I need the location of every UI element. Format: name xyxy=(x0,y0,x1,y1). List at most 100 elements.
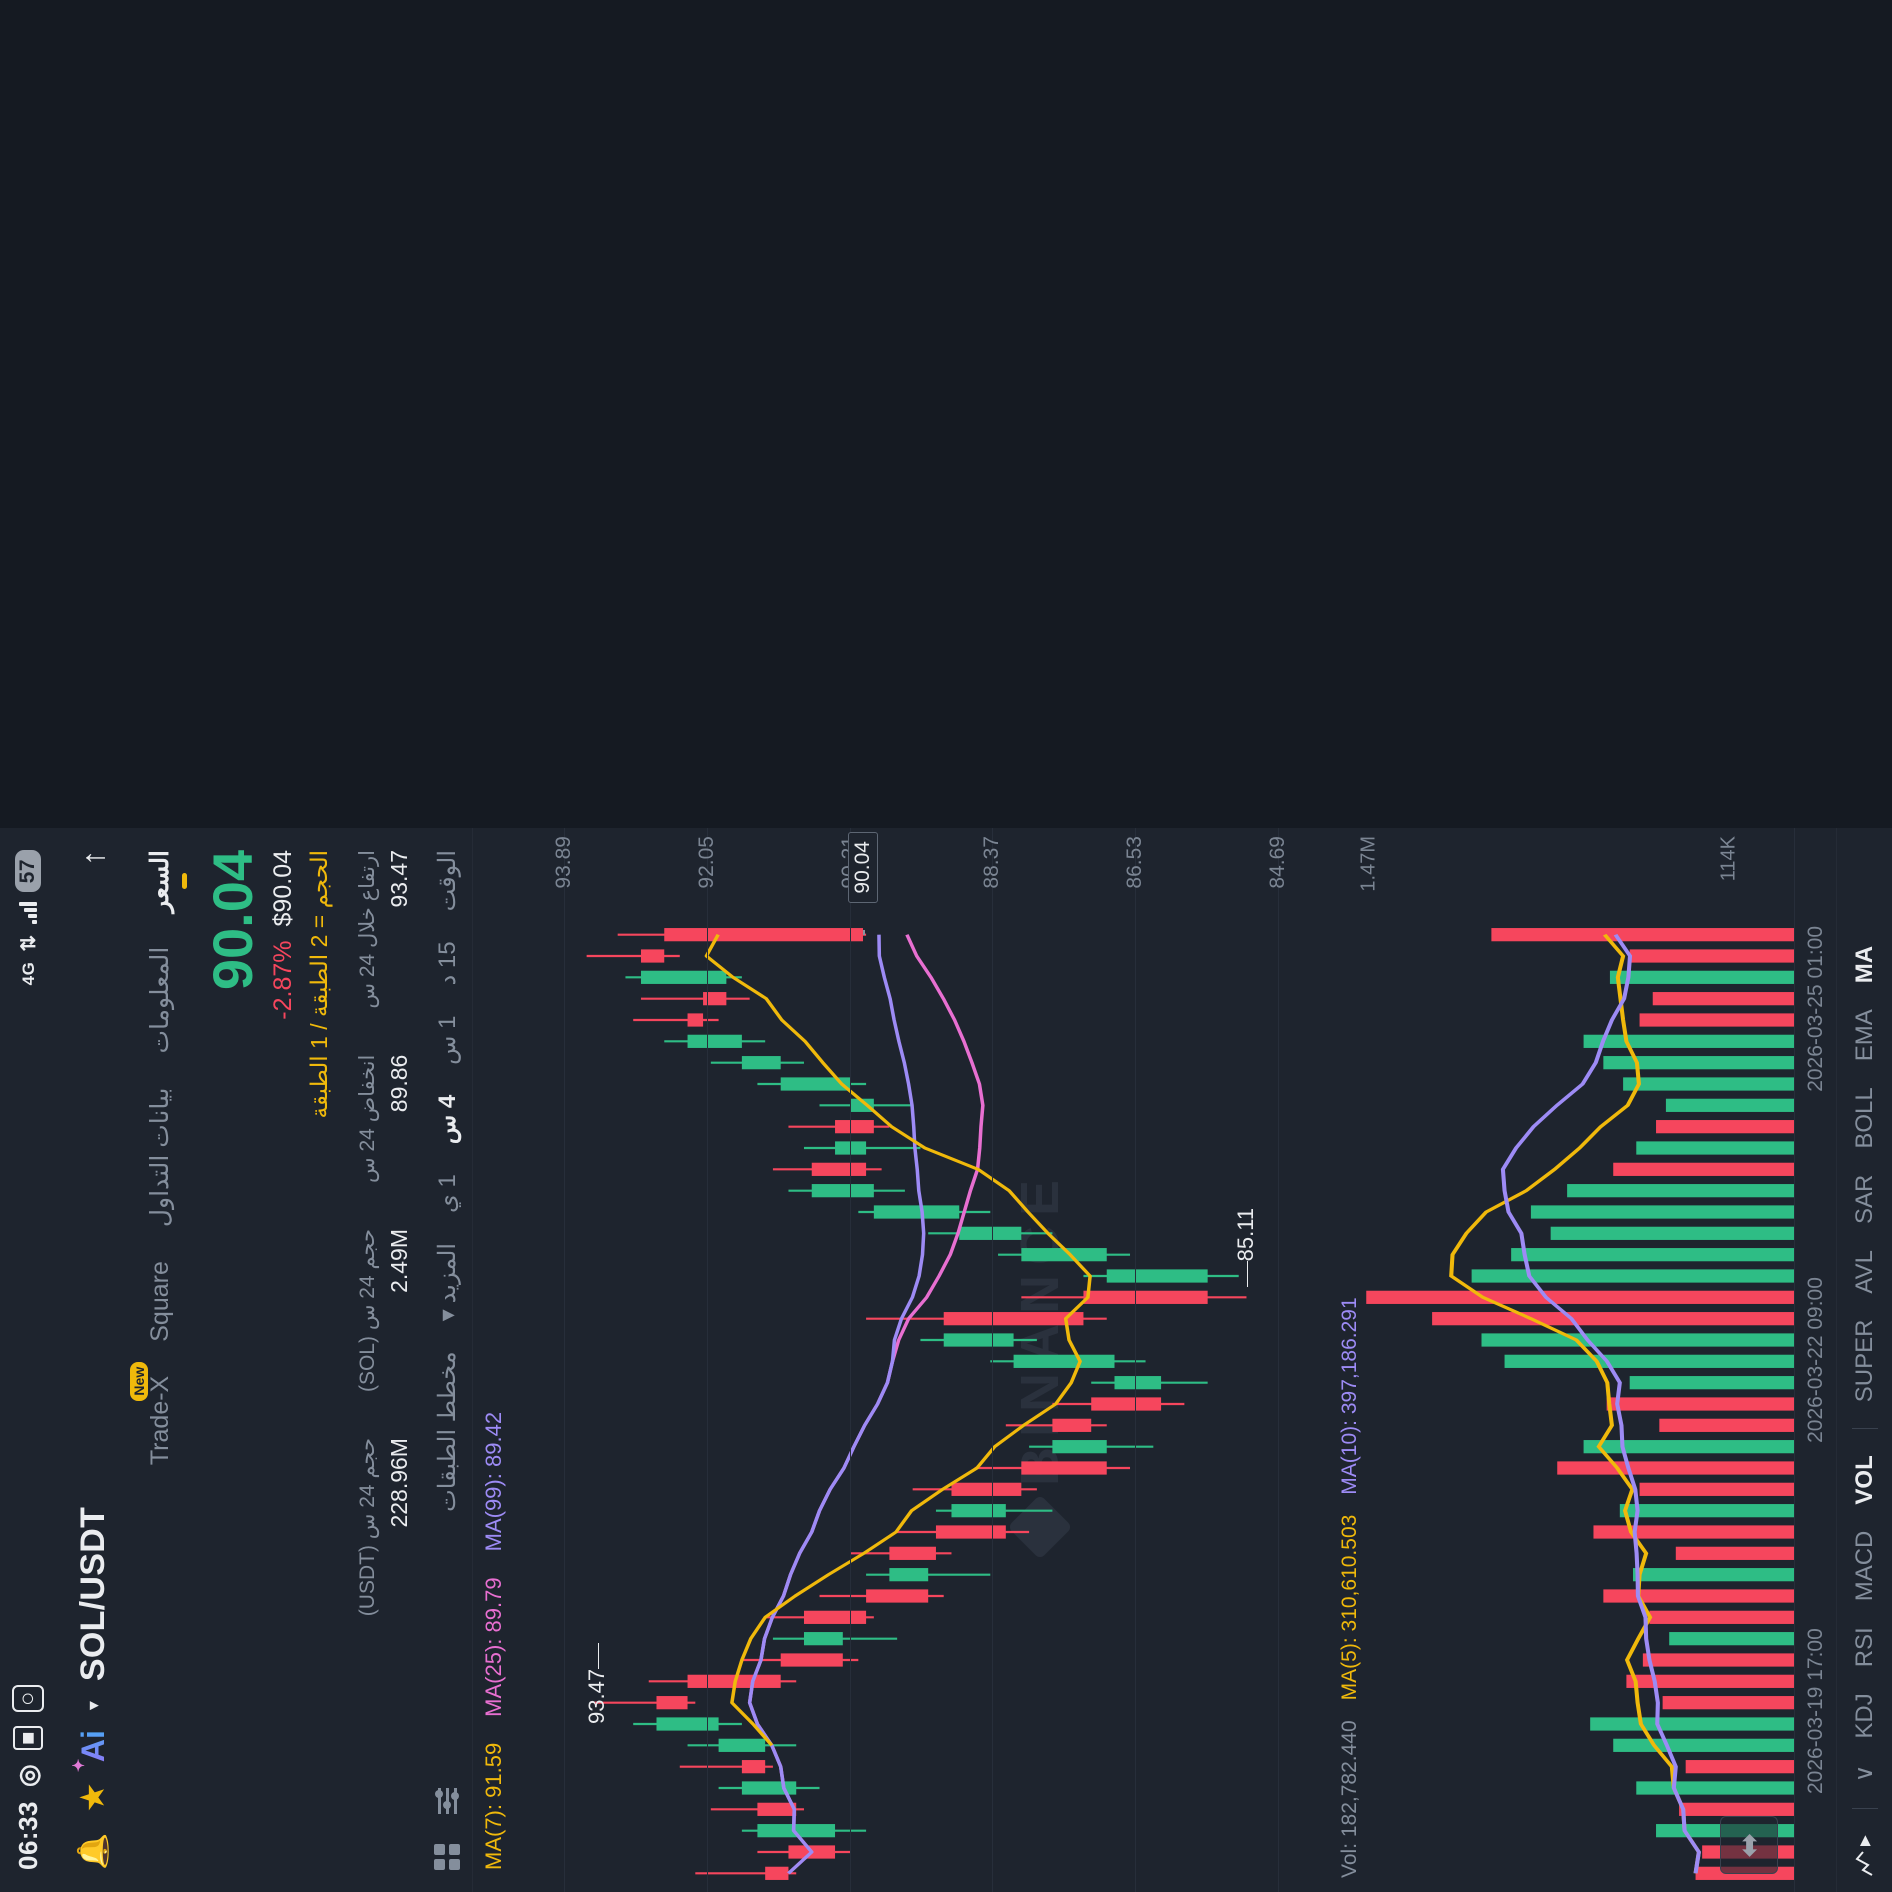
grid-line xyxy=(706,828,708,1892)
indicator-vol[interactable]: VOL xyxy=(1850,1455,1878,1505)
timeframe-bar: الوقت 15 د 1 س 4 س 1 ي المزيد ▾ مخطط الط… xyxy=(422,828,473,1892)
timeframe-more[interactable]: المزيد ▾ xyxy=(433,1243,462,1321)
tab-info[interactable]: المعلومات xyxy=(146,946,174,1054)
indicator-vee[interactable]: ∨ xyxy=(1851,1764,1878,1783)
time-axis-tick: 2026-03-22 09:00 xyxy=(1804,1277,1827,1443)
bell-icon[interactable]: 🔔 xyxy=(76,1832,110,1870)
volume-axis-tick: 1.47M xyxy=(1357,836,1380,892)
volume-legend: Vol: 182,782.440 MA(5): 310,610.503 MA(1… xyxy=(1338,1297,1362,1878)
indicator-boll[interactable]: BOLL xyxy=(1850,1087,1878,1149)
stat-volume-sol-label: حجم 24 س (SOL) xyxy=(355,1228,379,1393)
tab-price-label: السعر xyxy=(146,850,174,913)
volume-amount: 182,782.440 xyxy=(1337,1720,1361,1838)
app-header: 🔔 ★ Ai ▾ SOL/USDT ↑ xyxy=(56,828,130,1892)
indicator-super[interactable]: SUPER xyxy=(1850,1319,1878,1403)
ma7-value: 91.59 xyxy=(480,1742,506,1798)
indicator-macd[interactable]: MACD xyxy=(1850,1530,1878,1602)
price-axis-tick: 93.89 xyxy=(551,836,575,889)
indicator-rsi[interactable]: RSI xyxy=(1850,1627,1878,1668)
volume-ma5-value: 310,610.503 xyxy=(1337,1514,1361,1632)
volume-value: Vol: 182,782.440 xyxy=(1338,1720,1362,1878)
indicator-tabs: ▶ ∨ KDJ RSI MACD VOL SUPER AVL SAR BOLL … xyxy=(1836,828,1892,1892)
stat-high-24h-label: ارتفاع خلال 24 س xyxy=(355,850,379,1009)
ma99-value: 89.42 xyxy=(480,1411,506,1467)
high-price-marker: 93.47 xyxy=(584,1642,610,1724)
time-axis-tick: 2026-03-19 17:00 xyxy=(1804,1628,1827,1795)
share-icon[interactable]: ↑ xyxy=(74,850,111,866)
tab-square[interactable]: Square xyxy=(145,1261,174,1342)
crosshair-line xyxy=(862,930,865,935)
ma25-legend: MA(25): 89.79 xyxy=(481,1577,507,1716)
time-axis: 2026-03-19 17:00 2026-03-22 09:00 2026-03-… xyxy=(1794,828,1836,1892)
stat-low-24h-value: 89.86 xyxy=(385,1054,412,1113)
timeframe-1d[interactable]: 1 ي xyxy=(433,1174,461,1213)
chevron-down-icon[interactable]: ▾ xyxy=(82,1701,103,1711)
ma25-value: 89.79 xyxy=(480,1577,506,1633)
stats-row: ارتفاع خلال 24 س 93.47 انخفاض 24 س 89.86… xyxy=(339,828,423,1892)
ai-button[interactable]: Ai xyxy=(75,1730,112,1762)
stat-volume-sol-value: 2.49M xyxy=(385,1228,412,1293)
depth-chart-button[interactable]: مخطط الطبقات xyxy=(433,1351,461,1512)
tab-trade-x[interactable]: Trade-X New xyxy=(129,1361,175,1466)
stat-low-24h: انخفاض 24 س 89.86 xyxy=(355,1055,413,1183)
price-axis-tick: 86.53 xyxy=(1123,836,1147,889)
ma-legend: MA(7): 91.59 MA(25): 89.79 MA(99): 89.42 xyxy=(473,828,509,1892)
last-price: 90.04 xyxy=(201,850,264,991)
timeframe-15m[interactable]: 15 د xyxy=(433,941,461,986)
ma99-legend: MA(99): 89.42 xyxy=(481,1412,507,1551)
timeframe-more-label: المزيد xyxy=(433,1242,461,1304)
grid-line xyxy=(992,828,994,1892)
stat-high-24h: ارتفاع خلال 24 س 93.47 xyxy=(355,850,413,1009)
indicator-ma[interactable]: MA xyxy=(1850,945,1878,984)
candlestick-svg xyxy=(586,928,1247,1880)
signal-strength-icon xyxy=(19,902,37,925)
low-price-marker: 85.11 xyxy=(1233,1208,1259,1288)
expand-icon[interactable]: ⬌ xyxy=(1720,1816,1778,1874)
price-axis-tick: 84.69 xyxy=(1266,836,1290,889)
price-usd: $90.04 xyxy=(268,850,297,927)
volume-ma10-label: MA(10): xyxy=(1337,1420,1361,1495)
status-time: 06:33 xyxy=(12,1801,43,1870)
tab-trade-x-label: Trade-X xyxy=(145,1375,174,1466)
volume-svg xyxy=(1365,928,1794,1880)
price-axis-tick: 88.37 xyxy=(980,836,1004,889)
price-change-pct: -2.87% xyxy=(268,940,297,1020)
ma7-label: MA(7): xyxy=(480,1804,506,1870)
page-title[interactable]: SOL/USDT xyxy=(73,1506,112,1682)
chart-settings-icon[interactable] xyxy=(435,1788,460,1814)
instagram-icon: ○ xyxy=(12,1685,44,1713)
grid-line xyxy=(1135,828,1137,1892)
volume-label: Vol: xyxy=(1337,1842,1361,1878)
crosshair-price-tag: 90.04 xyxy=(847,832,878,903)
volume-ma5: MA(5): 310,610.503 xyxy=(1338,1515,1362,1701)
timeframe-time[interactable]: الوقت xyxy=(433,850,461,912)
grid-line xyxy=(563,828,565,1892)
tab-price[interactable]: السعر xyxy=(145,850,187,913)
price-block: 90.04 -2.87% $90.04 الحجم = 2 الطبقة / 1… xyxy=(190,828,339,1892)
layout-grid-icon[interactable] xyxy=(434,1844,461,1870)
chevron-down-icon: ▾ xyxy=(433,1309,461,1322)
indicator-divider xyxy=(1851,1428,1878,1430)
phone-screen: 06:33 ◎ ■ ○ 4G ⇅ 57 🔔 ★ Ai ▾ SOL/USDT ↑ … xyxy=(0,828,1892,1892)
ma7-legend: MA(7): 91.59 xyxy=(481,1743,507,1870)
indicator-avl[interactable]: AVL xyxy=(1850,1249,1878,1294)
star-icon[interactable]: ★ xyxy=(74,1782,112,1813)
active-tab-underline xyxy=(182,873,187,890)
chart-tool-icon[interactable]: ▶ xyxy=(1854,1835,1876,1876)
price-axis-tick: 92.05 xyxy=(694,836,718,889)
timeframe-4h[interactable]: 4 س xyxy=(433,1094,461,1145)
indicator-kdj[interactable]: KDJ xyxy=(1850,1693,1878,1739)
volume-ma5-label: MA(5): xyxy=(1337,1637,1361,1701)
stat-volume-sol: حجم 24 س (SOL) 2.49M xyxy=(355,1229,413,1392)
stat-low-24h-label: انخفاض 24 س xyxy=(355,1054,379,1183)
tab-trading-data[interactable]: بيانات التداول xyxy=(146,1087,174,1228)
stat-volume-usdt-value: 228.96M xyxy=(385,1438,412,1528)
status-bar: 06:33 ◎ ■ ○ 4G ⇅ 57 xyxy=(0,828,56,1892)
indicator-ema[interactable]: EMA xyxy=(1850,1009,1878,1062)
indicator-sar[interactable]: SAR xyxy=(1850,1174,1878,1224)
timeframe-1h[interactable]: 1 س xyxy=(433,1015,461,1065)
price-subrow: -2.87% $90.04 xyxy=(269,850,298,1870)
network-type-label: 4G xyxy=(18,961,38,986)
